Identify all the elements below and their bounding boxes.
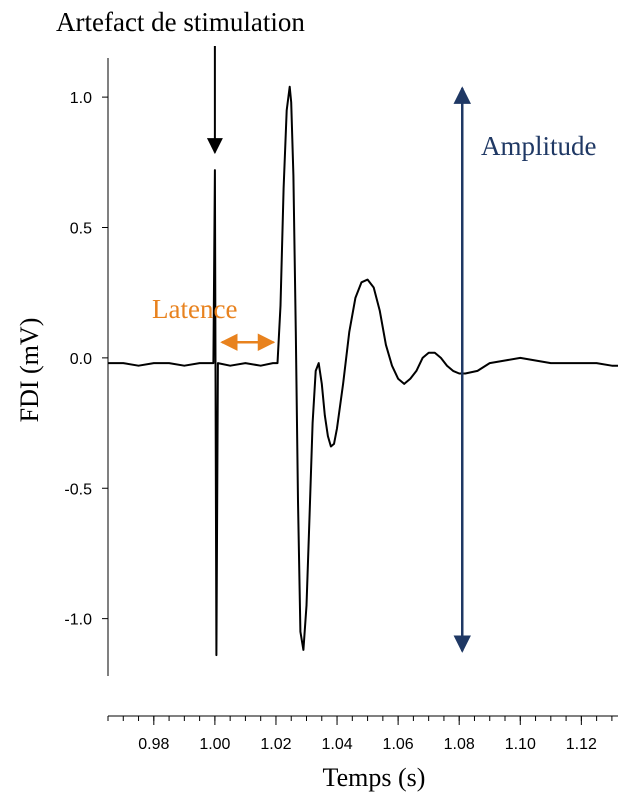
y-tick-label: 0.0 <box>70 351 92 368</box>
y-tick-label: 0.5 <box>70 220 92 237</box>
x-axis: 0.98 1.00 1.02 1.04 1.06 1.08 1.10 1.12 <box>107 715 618 753</box>
x-axis-title: Temps (s) <box>323 763 426 792</box>
latency-label: Latence <box>152 294 237 324</box>
y-axis: 1.0 0.5 0.0 -0.5 -1.0 <box>64 58 109 676</box>
latency-annotation: Latence <box>152 294 276 351</box>
emg-trace <box>108 85 618 657</box>
x-tick-label: 1.08 <box>444 736 475 753</box>
x-tick-label: 0.98 <box>138 736 169 753</box>
x-tick-label: 1.06 <box>383 736 414 753</box>
y-tick-label: -0.5 <box>64 481 92 498</box>
x-tick-label: 1.10 <box>505 736 536 753</box>
x-ticks: 0.98 1.00 1.02 1.04 1.06 1.08 1.10 1.12 <box>107 716 613 753</box>
x-tick-label: 1.02 <box>260 736 291 753</box>
x-tick-label: 1.04 <box>321 736 352 753</box>
y-tick-label: -1.0 <box>64 612 92 629</box>
amplitude-label: Amplitude <box>481 131 597 161</box>
amplitude-annotation: Amplitude <box>453 86 597 653</box>
x-tick-label: 1.00 <box>199 736 230 753</box>
y-tick-label: 1.0 <box>70 90 92 107</box>
y-axis-title: FDI (mV) <box>15 318 44 423</box>
x-tick-label: 1.12 <box>566 736 597 753</box>
stimulus-annotation: Artefact de stimulation <box>56 7 305 155</box>
stimulus-label: Artefact de stimulation <box>56 7 305 37</box>
y-ticks: 1.0 0.5 0.0 -0.5 -1.0 <box>64 90 108 629</box>
